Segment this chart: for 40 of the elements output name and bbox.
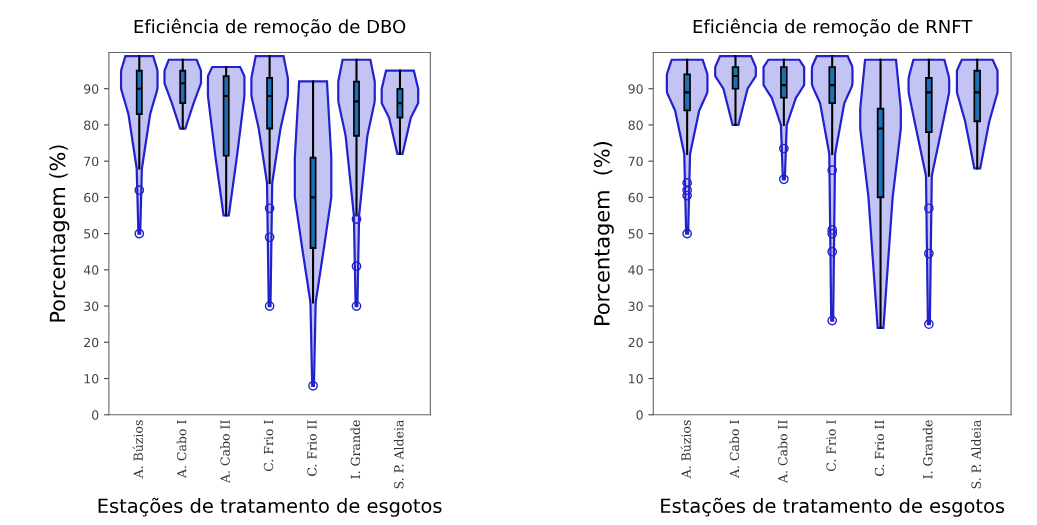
y-tick-label: 70 xyxy=(84,156,99,167)
y-tick-label: 80 xyxy=(628,120,643,130)
y-tick-label: 20 xyxy=(84,337,99,348)
y-tick-label: 50 xyxy=(84,229,99,239)
x-tick-label: A. Cabo II xyxy=(220,420,230,484)
y-tick-label: 10 xyxy=(629,374,643,384)
y-tick-label: 40 xyxy=(83,265,99,275)
y-tick-label: 0 xyxy=(92,410,99,420)
y-tick-label: 30 xyxy=(84,301,99,311)
x-tick-label: A. Cabo I xyxy=(176,420,187,479)
y-tick-label: 10 xyxy=(84,374,99,384)
y-tick-label: 90 xyxy=(84,84,99,94)
x-axis-title: Estações de tratamento de esgotos xyxy=(661,497,1005,517)
y-tick-label: 90 xyxy=(628,84,643,94)
x-tick-label: A. Cabo I xyxy=(729,420,740,479)
y-tick-label: 80 xyxy=(84,120,99,130)
y-tick-label: 60 xyxy=(84,192,99,203)
y-tick-label: 0 xyxy=(636,410,643,420)
x-tick-label: A. Búzios xyxy=(680,420,691,479)
chart-title: Eficiência de remoção de RNFT xyxy=(693,18,973,37)
x-tick-label: C. Frio I xyxy=(263,420,274,472)
x-tick-label: S. P. Aldeia xyxy=(393,419,404,489)
x-tick-label: C. Frio II xyxy=(307,420,317,476)
x-axis-title: Estações de tratamento de esgotos xyxy=(98,497,442,517)
x-tick-label: I. Grande xyxy=(350,420,361,479)
chart-title: Eficiência de remoção de DBO xyxy=(134,18,406,37)
x-tick-label: I. Grande xyxy=(922,420,933,479)
y-axis-title: Porcentagem (%) xyxy=(49,145,70,322)
x-tick-label: A. Búzios xyxy=(132,420,143,479)
x-tick-label: A. Cabo II xyxy=(777,420,788,484)
y-axis-title: Porcentagem (%) xyxy=(593,142,614,325)
y-tick-label: 40 xyxy=(628,265,643,275)
y-tick-label: 60 xyxy=(628,192,643,203)
y-tick-label: 70 xyxy=(628,156,643,167)
y-tick-label: 50 xyxy=(628,229,643,239)
x-tick-label: S. P. Aldeia xyxy=(971,419,981,489)
y-tick-label: 20 xyxy=(628,337,643,348)
x-tick-label: C. Frio I xyxy=(826,420,836,472)
y-tick-label: 30 xyxy=(628,301,643,311)
x-tick-label: C. Frio II xyxy=(874,420,885,476)
